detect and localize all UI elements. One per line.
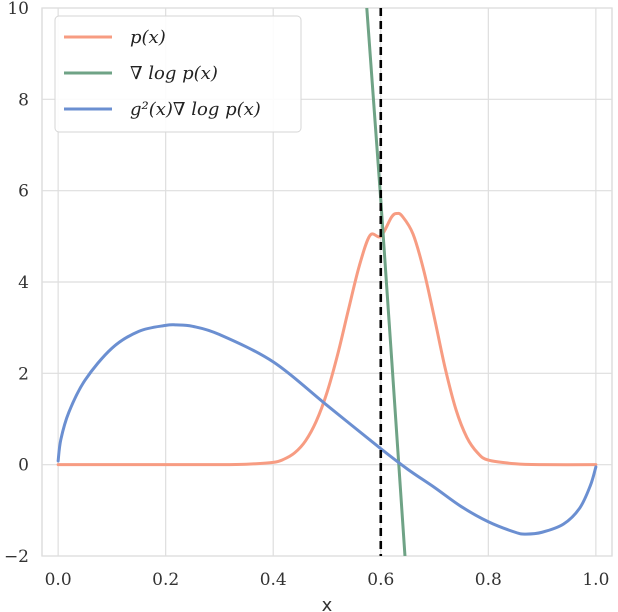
- legend-box: [54, 15, 302, 133]
- y-tick-label: 2: [18, 364, 29, 384]
- legend: p(x) ∇ log p(x) g²(x)∇ log p(x): [54, 15, 302, 133]
- y-tick-label: 4: [18, 273, 29, 293]
- x-tick-label: 0.8: [475, 570, 502, 590]
- y-tick-label: 10: [7, 0, 29, 19]
- x-tick-label: 1.0: [582, 570, 609, 590]
- series-p-line: [56, 211, 598, 467]
- x-axis-ticks: 0.0 0.2 0.4 0.6 0.8 1.0: [45, 570, 610, 590]
- series-g2-grad-log-p-line: [56, 323, 598, 536]
- series-layer: [56, 8, 598, 556]
- y-tick-label: −2: [4, 547, 29, 567]
- x-tick-label: 0.2: [152, 570, 179, 590]
- series-grad-log-p-line: [365, 8, 407, 556]
- x-axis-label: x: [322, 595, 333, 612]
- y-tick-label: 8: [18, 90, 29, 110]
- x-tick-label: 0.0: [45, 570, 72, 590]
- x-tick-label: 0.6: [367, 570, 394, 590]
- legend-label: g²(x)∇ log p(x): [130, 99, 261, 120]
- y-axis-ticks: −2 0 2 4 6 8 10: [4, 0, 29, 567]
- y-tick-label: 6: [18, 182, 29, 202]
- y-tick-label: 0: [18, 456, 29, 476]
- x-tick-label: 0.4: [260, 570, 287, 590]
- legend-label: ∇ log p(x): [130, 63, 218, 84]
- legend-label: p(x): [130, 27, 166, 48]
